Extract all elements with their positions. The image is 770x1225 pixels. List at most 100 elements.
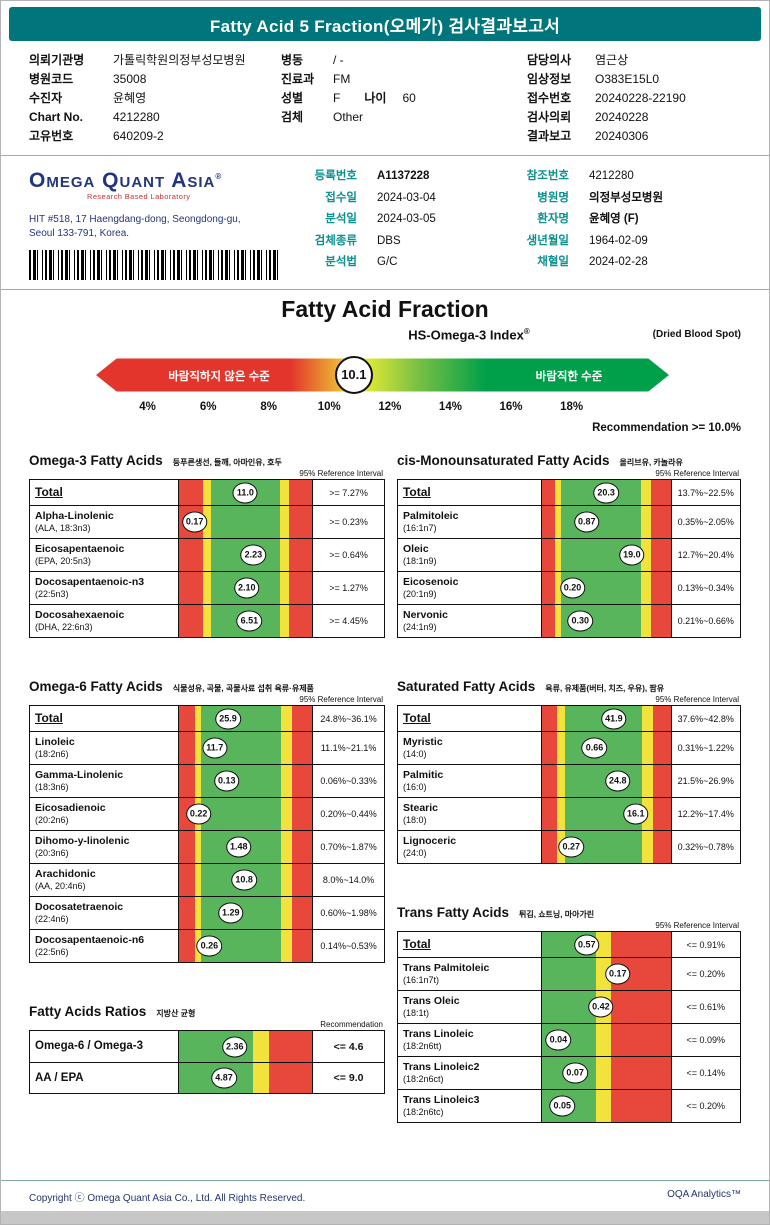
section-ratios: Fatty Acids Ratios 지방산 균형 Recommendation Om… [29, 1004, 385, 1094]
dried-blood-spot-note: (Dried Blood Spot) [652, 329, 741, 340]
yellow-range-segment [281, 798, 293, 830]
info-row: 수진자 윤혜영 [29, 89, 281, 108]
fatty-acid-name: Alpha-Linolenic [35, 510, 114, 523]
scale-tick: 18% [560, 401, 584, 413]
info-row: 환자명 윤혜영 (F) [503, 209, 741, 231]
fatty-acid-code: (22:5n6) [35, 946, 69, 957]
lab-info-middle: 등록번호 A1137228 접수일 2024-03-04 분석일 2024-03-05 검체… [291, 166, 503, 280]
row-value-marker: 0.42 [588, 996, 614, 1018]
row-bar: 25.9 [178, 706, 314, 731]
yellow-range-segment [640, 572, 652, 604]
info-value: 20240228-22190 [595, 91, 686, 105]
row-value-marker: 19.0 [619, 544, 645, 566]
row-name: Eicosadienoic (20:2n6) [30, 798, 179, 830]
red-range-segment [178, 706, 195, 731]
row-value-marker: 11.0 [232, 482, 258, 503]
fatty-acid-code: (EPA, 20:5n3) [35, 555, 91, 566]
info-label: 채혈일 [537, 256, 569, 268]
fatty-acid-name: Trans Oleic [402, 995, 460, 1008]
row-value-marker: 16.1 [622, 803, 649, 825]
yellow-range-segment [595, 1090, 612, 1122]
info-label: 생년월일 [526, 234, 569, 247]
table-row: Docosapentaenoic-n6 (22:5n6) 0.26 0.14%~0.5… [30, 929, 384, 962]
section-food-note: 올리브유, 카놀라유 [619, 458, 683, 467]
table-row: Total 25.9 24.8%~36.1% [30, 706, 384, 731]
fatty-acid-name: Linoleic [35, 736, 75, 749]
row-bar: 10.8 [178, 864, 314, 896]
yellow-range-segment [642, 831, 653, 863]
row-reference: <= 9.0 [333, 1072, 364, 1084]
section-header: Fatty Acids Ratios 지방산 균형 [29, 1004, 385, 1019]
fatty-acid-name: Stearic [402, 802, 439, 815]
patient-info-right: 담당의사 염근상 임상정보 O383E15L0 접수번호 20240228-22190 검사… [527, 51, 741, 146]
red-range-segment [292, 864, 313, 896]
red-range-segment [541, 506, 555, 538]
scale-tick: 8% [260, 401, 278, 413]
red-range-segment [611, 1024, 671, 1056]
lab-address-line1: HIT #518, 17 Haengdang-dong, Seongdong-g… [29, 214, 241, 225]
row-name: Docosapentaenoic-n3 (22:5n3) [30, 572, 179, 604]
row-name: Gamma-Linolenic (18:3n6) [30, 765, 179, 797]
registered-mark: ® [523, 327, 530, 336]
yellow-range-segment [595, 1024, 612, 1056]
yellow-range-segment [280, 605, 290, 637]
row-reference: >= 1.27% [329, 583, 368, 593]
fatty-acid-code: (DHA, 22:6n3) [35, 621, 93, 632]
reference-interval-header: 95% Reference Interval [299, 695, 383, 704]
section-header: cis-Monounsaturated Fatty Acids 올리브유, 카놀라… [397, 453, 741, 468]
row-value-marker: 0.27 [558, 836, 585, 858]
info-label: 고유번호 [29, 129, 74, 143]
row-name: Docosatetraenoic (22:4n6) [30, 897, 179, 929]
fatty-acid-table: Total 11.0 >= 7.27% Alpha-Linolenic (ALA, 18… [29, 479, 385, 638]
info-value: 2024-02-28 [589, 256, 648, 268]
row-value-marker: 0.17 [604, 963, 631, 985]
row-reference: 0.06%~0.33% [320, 776, 377, 786]
red-range-segment [178, 572, 203, 604]
info-label: 수진자 [29, 91, 63, 105]
row-value-marker: 2.10 [233, 577, 260, 599]
table-row: Total 20.3 13.7%~22.5% [398, 480, 740, 505]
row-name: Nervonic (24:1n9) [398, 605, 542, 637]
info-row: 분석법 G/C [291, 252, 503, 274]
yellow-range-segment [557, 765, 565, 797]
row-value-marker: 0.57 [573, 934, 600, 955]
row-name: Total [30, 706, 179, 731]
yellow-range-segment [194, 897, 202, 929]
red-range-segment [289, 506, 313, 538]
info-value: 60 [402, 91, 416, 105]
index-gauge-title: HS-Omega-3 Index® [408, 327, 530, 342]
row-bar: 2.10 [178, 572, 314, 604]
row-bar: 2.23 [178, 539, 314, 571]
section-header: Omega-6 Fatty Acids 식물성유, 곡물, 곡물사료 섭취 육류·… [29, 679, 385, 694]
table-row: AA / EPA 4.87 <= 9.0 [30, 1062, 384, 1093]
table-row: Myristic (14:0) 0.66 0.31%~1.22% [397, 731, 740, 764]
yellow-range-segment [640, 506, 652, 538]
row-value-marker: 4.87 [211, 1067, 237, 1089]
table-row: Total 41.9 37.6%~42.8% [398, 706, 740, 731]
info-row: 검체 Other [281, 108, 527, 127]
yellow-range-segment [554, 572, 561, 604]
green-range-segment [541, 991, 596, 1023]
divider [1, 289, 769, 290]
info-value: 20240228 [595, 110, 649, 124]
section-food-note: 식물성유, 곡물, 곡물사료 섭취 육류·유제품 [172, 684, 314, 693]
red-range-segment [541, 480, 555, 505]
red-range-segment [178, 831, 195, 863]
yellow-range-segment [280, 539, 290, 571]
info-row: Chart No. 4212280 [29, 108, 281, 127]
yellow-range-segment [202, 480, 211, 505]
table-row: Trans Palmitoleic (16:1n7t) 0.17 <= 0.20% [397, 957, 740, 990]
fatty-acid-code: (24:0) [402, 847, 427, 858]
info-label: 검사의뢰 [527, 110, 572, 124]
info-row: 의뢰기관명 가톨릭학원의정부성모병원 [29, 51, 281, 70]
fatty-acid-code: (18:2n6tc) [402, 1106, 444, 1117]
row-reference: 21.5%~26.9% [677, 776, 734, 786]
info-row: 접수일 2024-03-04 [291, 188, 503, 210]
row-reference: 0.20%~0.44% [320, 809, 377, 819]
table-row: Docosahexaenoic (DHA, 22:6n3) 6.51 >= 4.45% [30, 604, 384, 637]
red-range-segment [269, 1031, 313, 1062]
divider [1, 155, 769, 156]
info-row: 분석일 2024-03-05 [291, 209, 503, 231]
section-title: Trans Fatty Acids [396, 905, 510, 920]
info-row: 검사의뢰 20240228 [527, 108, 741, 127]
